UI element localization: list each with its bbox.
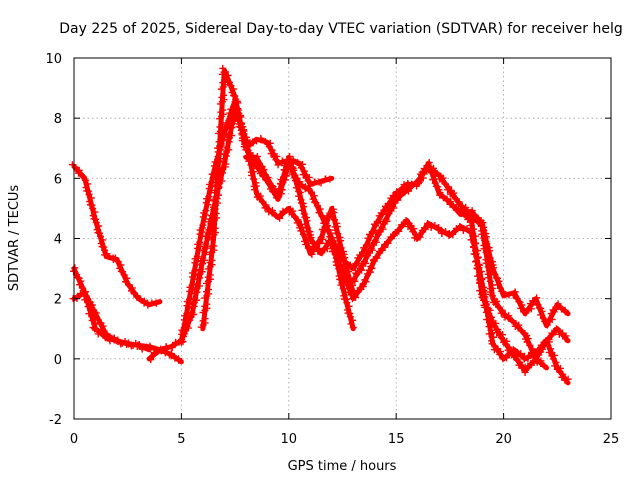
- series-1: [68, 161, 163, 309]
- x-tick-label: 15: [388, 432, 405, 447]
- grid: [74, 58, 611, 419]
- y-tick-label: 2: [54, 293, 62, 308]
- series-markers: [69, 289, 150, 353]
- series-10: [457, 208, 572, 386]
- x-tick-label: 0: [70, 432, 78, 447]
- series-9: [350, 163, 550, 371]
- series-markers: [243, 152, 569, 329]
- x-tick-label: 20: [495, 432, 512, 447]
- series-markers: [68, 161, 160, 309]
- axis-ticks: 0 5 10 15 20 25 -2 0 2 4 6 8 10: [45, 52, 619, 447]
- x-tick-label: 25: [603, 432, 620, 447]
- series-7: [243, 152, 571, 329]
- y-tick-label: 6: [54, 172, 62, 187]
- y-tick-label: 10: [45, 52, 62, 67]
- y-tick-label: 4: [54, 233, 62, 248]
- x-tick-label: 5: [177, 432, 185, 447]
- y-tick-label: 8: [54, 112, 62, 127]
- series-5: [177, 97, 335, 346]
- chart-title: Day 225 of 2025, Sidereal Day-to-day VTE…: [59, 21, 622, 37]
- y-tick-label: 0: [54, 353, 62, 368]
- series-markers: [350, 163, 548, 370]
- y-axis-label: SDTVAR / TECUs: [7, 185, 22, 292]
- x-axis-label: GPS time / hours: [288, 459, 397, 474]
- x-tick-label: 10: [281, 432, 298, 447]
- series-markers: [457, 208, 572, 384]
- data-series: [68, 64, 572, 386]
- y-tick-label: -2: [49, 413, 62, 428]
- series-3: [69, 289, 152, 353]
